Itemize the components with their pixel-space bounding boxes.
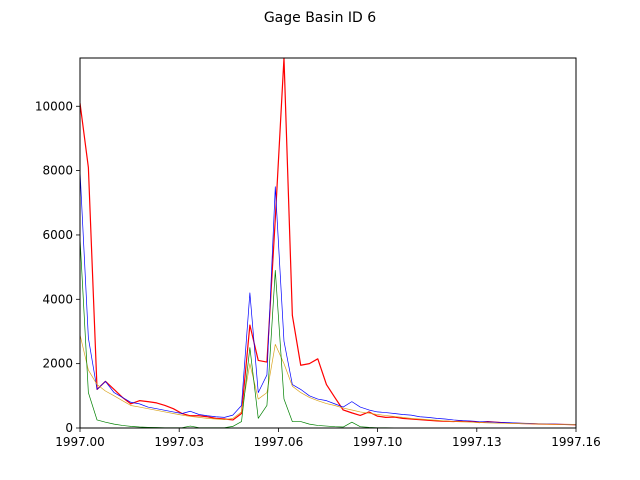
series-line-3: [80, 334, 576, 426]
y-tick-label: 6000: [42, 228, 73, 242]
y-tick-label: 10000: [35, 99, 73, 113]
x-tick-label: 1997.16: [551, 435, 601, 449]
axes-layer: 1997.00 1997.03 1997.06 1997.10 1997.13 1997.…: [35, 57, 601, 449]
x-tick-label: 1997.00: [55, 435, 105, 449]
y-tick-label: 2000: [42, 357, 73, 371]
chart-title: Gage Basin ID 6: [264, 10, 376, 26]
x-tick-label: 1997.10: [353, 435, 403, 449]
series-line-2: [80, 170, 576, 425]
y-tick-label: 0: [65, 421, 73, 435]
y-tick-label: 8000: [42, 164, 73, 178]
x-tick-label: 1997.13: [452, 435, 502, 449]
plot-frame: [79, 57, 577, 429]
x-tick-label: 1997.03: [154, 435, 204, 449]
y-tick-label: 4000: [42, 292, 73, 306]
x-tick-label: 1997.06: [254, 435, 304, 449]
